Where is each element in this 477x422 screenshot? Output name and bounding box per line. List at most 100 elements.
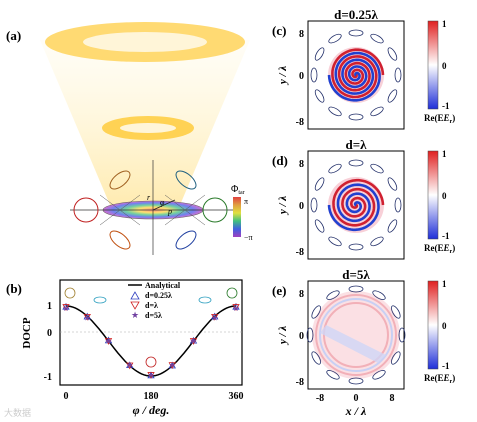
legend-d1: d=λ (145, 301, 158, 310)
field-spiral (331, 48, 385, 99)
phase-cbar-top: π (244, 197, 248, 206)
point-d5: ★ (190, 337, 197, 346)
legend-analytical: Analytical (145, 281, 181, 290)
point-d1 (83, 313, 91, 321)
field-xtick: 8 (390, 393, 395, 404)
field-xlabel: x / λ (345, 404, 367, 418)
panel-c: (c) d=0.25λ 8 0 -8 y / λ 1 0 -1 Re(EEr) (272, 7, 455, 130)
field-ytick: 0 (299, 201, 304, 212)
point-d5: ★ (211, 314, 218, 323)
pol-ellipse (394, 67, 402, 83)
pol-circle-right (202, 197, 228, 223)
colorbar-label: Re(EEr) (424, 113, 455, 125)
point-d025 (83, 312, 91, 320)
pol-ellipse (326, 290, 340, 300)
pol-ellipse (398, 327, 406, 343)
pol-ellipse (348, 243, 364, 251)
point-d1 (211, 313, 219, 321)
field-colorbar (427, 20, 439, 110)
pol-ellipse (326, 370, 340, 380)
pol-ellipse (348, 159, 364, 167)
colorbar-tick: -1 (442, 101, 450, 111)
r-label: r (147, 193, 151, 202)
point-d1 (168, 362, 176, 369)
pol-ellipse (391, 305, 401, 319)
docp-xtick-0: 0 (64, 391, 69, 402)
panel-e: (e) d=5λ 8 0 -8 y / λ 1 0 -1 Re(EEr) -8 0 8 x / λ (272, 267, 455, 418)
docp-legend: Analytical d=0.25λ d=λ ★ d=5λ (128, 281, 181, 320)
field-colorbar (427, 150, 439, 240)
panel-d-label: (d) (272, 153, 288, 168)
docp-ytick-0: 0 (47, 328, 52, 339)
pol-ellipse (328, 163, 342, 174)
point-d5: ★ (147, 370, 154, 379)
colorbar-tick: 1 (442, 279, 447, 289)
docp-xtick-180: 180 (144, 391, 159, 402)
watermark: 大数据 (4, 407, 31, 418)
legend-triangle-up (130, 291, 140, 300)
panel-a: (a) r φ p Φtar π −π (6, 22, 253, 255)
pol-ellipse (306, 327, 314, 343)
field-spiral (327, 51, 381, 102)
field-ylabel: y / λ (277, 326, 289, 346)
pol-ellipse (391, 351, 401, 365)
field-ytick: 0 (299, 331, 304, 342)
colorbar-tick: 0 (442, 191, 447, 201)
point-d1 (126, 362, 134, 370)
panel-e-title: d=5λ (342, 267, 370, 282)
colorbar-tick: -1 (442, 361, 450, 371)
docp-xtick-360: 360 (229, 391, 244, 402)
colorbar-tick: -1 (442, 231, 450, 241)
pol-ellipse (314, 47, 325, 61)
pol-ellipse (311, 351, 321, 365)
point-d1 (104, 338, 113, 345)
phase-colorbar-title: Φtar (231, 184, 245, 196)
pol-ellipse (387, 47, 398, 61)
docp-xlabel: φ / deg. (133, 403, 170, 417)
point-d5: ★ (105, 337, 112, 346)
point-d1 (232, 304, 240, 311)
panel-d-title: d=λ (345, 137, 367, 152)
radius-line (152, 199, 176, 211)
pol-circle-left (73, 197, 99, 223)
point-d5: ★ (84, 314, 91, 323)
field-ytick: 8 (299, 29, 304, 40)
pol-ellipse-ur (175, 170, 197, 190)
phase-colorbar (233, 197, 241, 237)
pol-ellipse (370, 163, 384, 174)
colorbar-label: Re(EEr) (424, 373, 455, 385)
panel-a-label: (a) (6, 28, 21, 43)
docp-ytick-neg1: -1 (44, 372, 52, 383)
docp-icon-rcp-left (64, 287, 76, 299)
p-label: p (167, 207, 172, 216)
legend-triangle-down (130, 301, 140, 310)
point-d025 (211, 312, 219, 320)
pol-ellipse (387, 89, 398, 103)
docp-icon-lcp (145, 356, 157, 368)
field-ylabel: y / λ (277, 196, 289, 216)
colorbar-tick: 1 (442, 19, 447, 29)
point-d5: ★ (232, 304, 239, 313)
pol-ellipse (372, 290, 386, 300)
point-d1 (147, 372, 155, 379)
pol-ellipse (311, 305, 321, 319)
field-ring (319, 298, 393, 372)
pol-ellipse (372, 370, 386, 380)
pol-ellipse (328, 106, 342, 117)
point-d5: ★ (169, 360, 176, 369)
field-ytick: 8 (299, 159, 304, 170)
legend-d025: d=0.25λ (145, 291, 172, 300)
panel-b: (b) 1 0 -1 0 180 360 DOCP φ / deg. ★★★★★… (6, 279, 244, 417)
colorbar-tick: 0 (442, 61, 447, 71)
legend-star: ★ (131, 310, 139, 320)
panel-b-label: (b) (6, 281, 22, 296)
pol-ellipse (328, 236, 342, 247)
field-panels: (c) d=0.25λ 8 0 -8 y / λ 1 0 -1 Re(EEr) (d) d=λ 8 0 -8… (272, 7, 455, 418)
field-ytick: 0 (299, 71, 304, 82)
pol-ellipse (314, 89, 325, 103)
focal-ring-top-inner (83, 32, 207, 52)
pol-ellipse (394, 197, 402, 213)
colorbar-label: Re(EEr) (424, 243, 455, 255)
docp-icon-ell1 (93, 296, 107, 304)
point-d025 (189, 336, 198, 344)
